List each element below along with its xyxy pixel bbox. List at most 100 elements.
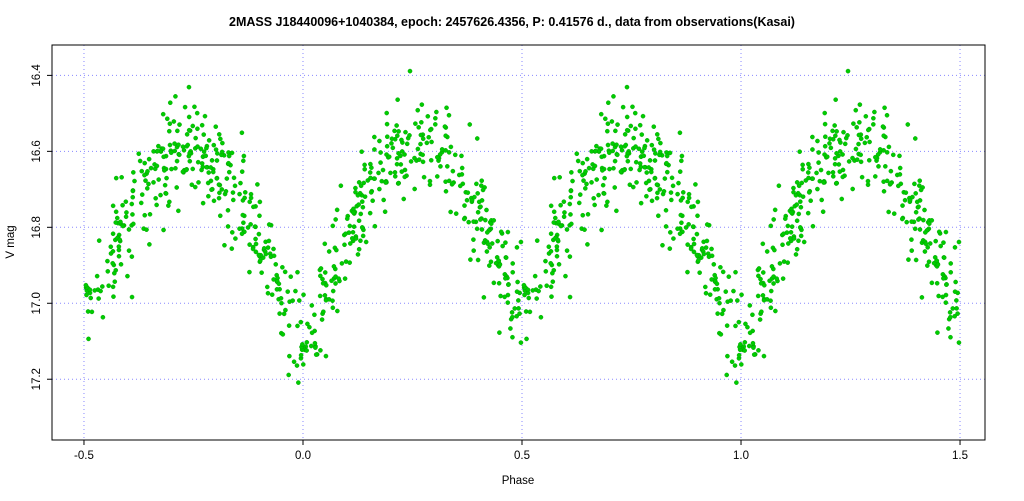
data-point [358, 183, 364, 189]
data-point [865, 127, 871, 133]
chart-title: 2MASS J18440096+1040384, epoch: 2457626.… [229, 15, 795, 29]
data-point [857, 102, 863, 107]
data-point [750, 340, 756, 346]
data-point [241, 220, 246, 226]
data-point [717, 300, 722, 306]
data-point [756, 348, 761, 353]
data-point [793, 252, 799, 257]
data-point [614, 142, 619, 148]
data-point [300, 362, 306, 367]
data-point [810, 134, 815, 140]
data-point [381, 197, 386, 203]
data-point [386, 154, 392, 160]
data-point [685, 199, 691, 205]
data-point [278, 295, 284, 301]
data-point [471, 219, 476, 224]
data-point [883, 164, 888, 169]
data-point [384, 143, 390, 149]
data-point [794, 202, 799, 207]
data-point [798, 233, 804, 239]
data-point [593, 148, 598, 154]
data-point [605, 100, 611, 106]
data-point [771, 281, 776, 286]
data-point [794, 180, 800, 185]
data-point [189, 182, 195, 188]
data-point [156, 177, 161, 182]
data-point [136, 151, 142, 157]
data-point [312, 340, 318, 346]
data-point [691, 249, 697, 255]
data-point [726, 274, 732, 279]
plot-border [51, 44, 986, 441]
data-point [696, 258, 701, 263]
data-point [791, 236, 797, 241]
data-point [910, 194, 915, 200]
data-point [798, 204, 804, 210]
data-point [229, 230, 235, 235]
data-point [353, 236, 359, 241]
data-point [906, 257, 911, 262]
data-point [167, 121, 173, 127]
data-point [301, 292, 306, 298]
data-point [568, 212, 573, 217]
data-point [248, 195, 254, 201]
data-point [377, 138, 382, 144]
data-point [772, 247, 777, 253]
data-point [156, 143, 161, 149]
data-point [927, 241, 933, 246]
data-point [693, 182, 698, 187]
data-point [296, 380, 301, 385]
data-point [174, 158, 180, 164]
data-point [255, 182, 260, 187]
data-point [114, 215, 120, 221]
data-point [247, 199, 252, 205]
data-point [950, 306, 956, 311]
data-point [231, 175, 237, 181]
data-point [671, 236, 676, 241]
data-point [526, 295, 532, 301]
data-point [392, 128, 397, 134]
data-point [685, 242, 690, 247]
data-point [668, 190, 674, 195]
data-point [148, 165, 154, 171]
data-point [382, 209, 388, 215]
data-point [367, 210, 373, 216]
data-point [161, 154, 166, 160]
data-point [918, 187, 924, 193]
data-point [333, 281, 338, 286]
data-point [92, 288, 98, 293]
data-point [836, 162, 842, 167]
data-point [663, 224, 669, 229]
data-point [210, 169, 216, 175]
data-point [162, 182, 168, 188]
data-point [120, 223, 126, 229]
data-point [253, 236, 258, 242]
data-point [633, 159, 639, 165]
data-point [516, 298, 521, 303]
data-point [240, 198, 246, 203]
data-point [641, 153, 647, 159]
data-point [780, 242, 785, 248]
data-point [330, 288, 336, 294]
data-point [204, 164, 209, 170]
data-point [891, 211, 897, 216]
data-point [413, 121, 418, 126]
data-point [412, 186, 417, 192]
data-point [119, 175, 124, 180]
data-point [276, 281, 282, 287]
data-point [774, 276, 780, 281]
data-point [297, 298, 302, 303]
data-point [830, 128, 835, 134]
data-point [459, 153, 464, 159]
data-point [372, 147, 377, 152]
data-point [399, 137, 404, 143]
data-point [921, 217, 926, 223]
data-point [206, 193, 211, 199]
data-point [247, 242, 252, 247]
data-point [130, 188, 136, 194]
data-point [196, 180, 201, 185]
data-point [826, 170, 831, 176]
data-point [380, 167, 386, 173]
data-point [604, 203, 609, 208]
data-point [637, 167, 642, 173]
